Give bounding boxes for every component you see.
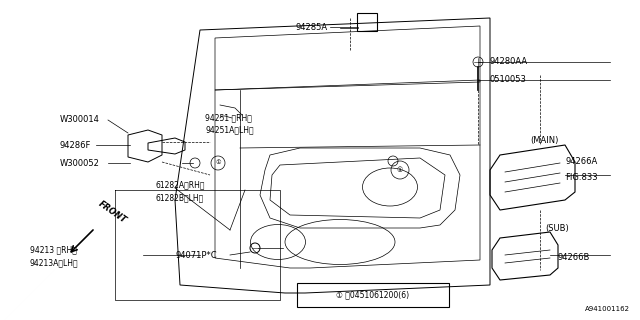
Text: 94213A〈LH〉: 94213A〈LH〉 — [30, 259, 79, 268]
Text: (SUB): (SUB) — [545, 223, 569, 233]
Text: 94285A: 94285A — [296, 22, 328, 31]
Text: FRONT: FRONT — [97, 199, 129, 225]
Text: ①: ① — [215, 161, 221, 165]
Text: (MAIN): (MAIN) — [530, 135, 558, 145]
Text: 94251A〈LH〉: 94251A〈LH〉 — [205, 125, 253, 134]
Text: 61282A〈RH〉: 61282A〈RH〉 — [155, 180, 205, 189]
Text: FIG.833: FIG.833 — [565, 173, 598, 182]
Text: 94071P*C: 94071P*C — [175, 251, 216, 260]
Text: A941001162: A941001162 — [585, 306, 630, 312]
Text: 94266B: 94266B — [558, 253, 590, 262]
Text: W300052: W300052 — [60, 158, 100, 167]
Text: 94286F: 94286F — [60, 140, 92, 149]
Text: ①: ① — [397, 167, 403, 173]
Text: W300014: W300014 — [60, 116, 100, 124]
Text: 94266A: 94266A — [565, 157, 597, 166]
Text: 94213 〈RH〉: 94213 〈RH〉 — [30, 245, 77, 254]
Text: 94251 〈RH〉: 94251 〈RH〉 — [205, 114, 252, 123]
Text: 94280AA: 94280AA — [490, 58, 528, 67]
Text: 0510053: 0510053 — [490, 76, 527, 84]
Text: ① ⓢ0451061200(6): ① ⓢ0451061200(6) — [337, 291, 410, 300]
Text: 61282B〈LH〉: 61282B〈LH〉 — [155, 194, 204, 203]
